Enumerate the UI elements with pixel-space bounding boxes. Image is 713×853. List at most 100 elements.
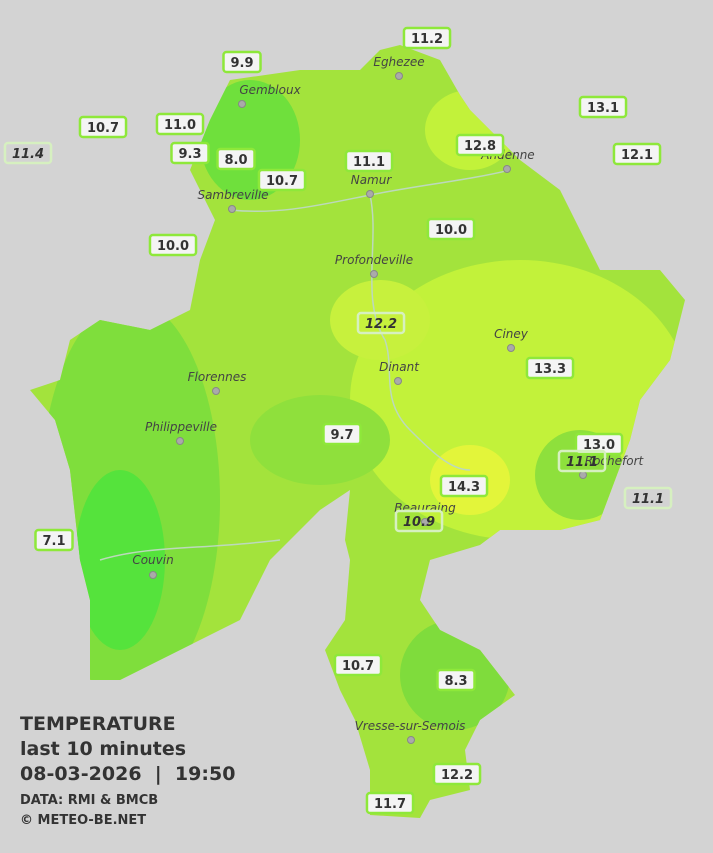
station-box [525, 356, 575, 380]
station-box [344, 149, 394, 173]
station: 11.1 [623, 486, 673, 510]
station-value: 9.3 [178, 147, 201, 162]
city-dot [366, 190, 374, 198]
city-label: Ciney [494, 327, 529, 341]
city-dot [370, 270, 378, 278]
title: TEMPERATURE [20, 713, 176, 735]
station-value: 12.1 [621, 148, 653, 163]
source: DATA: RMI & BMCB [20, 793, 158, 808]
station-value: 11.1 [632, 492, 664, 507]
city-label: Sambreville [197, 188, 268, 202]
station: 11.0 [155, 112, 205, 136]
station: 10.7 [78, 115, 128, 139]
subtitle: last 10 minutes [20, 738, 186, 760]
city-label: Florennes [188, 370, 247, 384]
station-box [155, 112, 205, 136]
station-value: 14.3 [448, 480, 480, 495]
station-box [257, 168, 307, 192]
station: 12.2 [432, 762, 482, 786]
station-value: 8.3 [444, 674, 467, 689]
station-box [3, 141, 53, 165]
city-dot [394, 377, 402, 385]
station: 10.0 [426, 217, 476, 241]
station: 8.0 [216, 147, 256, 171]
station-value: 10.0 [157, 239, 189, 254]
station: 10.7 [257, 168, 307, 192]
city-dot [176, 437, 184, 445]
station-box [612, 142, 662, 166]
station-box [216, 147, 256, 171]
city-label: Rochefort [585, 454, 645, 468]
station-box [322, 422, 362, 446]
station-value: 11.2 [411, 32, 443, 47]
station: 12.1 [612, 142, 662, 166]
station-value: 10.7 [266, 174, 298, 189]
station-value: 11.4 [12, 147, 44, 162]
station-value: 10.7 [87, 121, 119, 136]
city-dot [228, 205, 236, 213]
station: 13.1 [578, 95, 628, 119]
station-value: 13.1 [587, 101, 619, 116]
city-dot [238, 100, 246, 108]
station: 10.0 [148, 233, 198, 257]
station-box [623, 486, 673, 510]
station: 12.2 [356, 311, 406, 335]
city-dot [395, 72, 403, 80]
city-label: Beauraing [394, 501, 456, 515]
city-label: Dinant [379, 360, 420, 374]
station-value: 11.1 [566, 455, 598, 470]
city-label: Profondeville [335, 253, 413, 267]
station-value: 10.9 [403, 515, 435, 530]
station-value: 13.3 [534, 362, 566, 377]
station-box [436, 668, 476, 692]
station-box [333, 653, 383, 677]
station-value: 12.2 [365, 317, 397, 332]
station-value: 7.1 [42, 534, 65, 549]
station-value: 12.2 [441, 768, 473, 783]
credit: © METEO-BE.NET [20, 813, 146, 828]
station: 11.1 [344, 149, 394, 173]
station-value: 11.1 [353, 155, 385, 170]
city-dot [212, 387, 220, 395]
city-dot [503, 165, 511, 173]
station-value: 11.0 [164, 118, 196, 133]
station: 11.2 [402, 26, 452, 50]
station: 9.3 [170, 141, 210, 165]
station-box [557, 449, 607, 473]
station-box [394, 509, 444, 533]
station-box [34, 528, 74, 552]
station-box [365, 791, 415, 815]
city-dot [149, 571, 157, 579]
station-value: 12.8 [464, 139, 496, 154]
station-value: 10.7 [342, 659, 374, 674]
station-box [222, 50, 262, 74]
station: 10.7 [333, 653, 383, 677]
station-box [426, 217, 476, 241]
station: 13.0 [574, 432, 624, 456]
city-label: Couvin [132, 553, 173, 567]
station-value: 9.7 [330, 428, 353, 443]
station-box [78, 115, 128, 139]
station: 7.1 [34, 528, 74, 552]
station-box [455, 133, 505, 157]
station-box [432, 762, 482, 786]
station-box [356, 311, 406, 335]
city-dot [507, 344, 515, 352]
station: 12.8 [455, 133, 505, 157]
station-value: 9.9 [230, 56, 253, 71]
city-dot [407, 736, 415, 744]
timestamp: 08-03-2026 | 19:50 [20, 763, 235, 785]
station-value: 10.0 [435, 223, 467, 238]
city-label: Eghezee [373, 55, 424, 69]
station: 9.7 [322, 422, 362, 446]
station-box [402, 26, 452, 50]
city-label: Philippeville [145, 420, 217, 434]
station: 9.9 [222, 50, 262, 74]
station-box [574, 432, 624, 456]
station: 11.1 [557, 449, 607, 473]
station: 13.3 [525, 356, 575, 380]
station-box [578, 95, 628, 119]
station: 14.3 [439, 474, 489, 498]
station-value: 13.0 [583, 438, 615, 453]
